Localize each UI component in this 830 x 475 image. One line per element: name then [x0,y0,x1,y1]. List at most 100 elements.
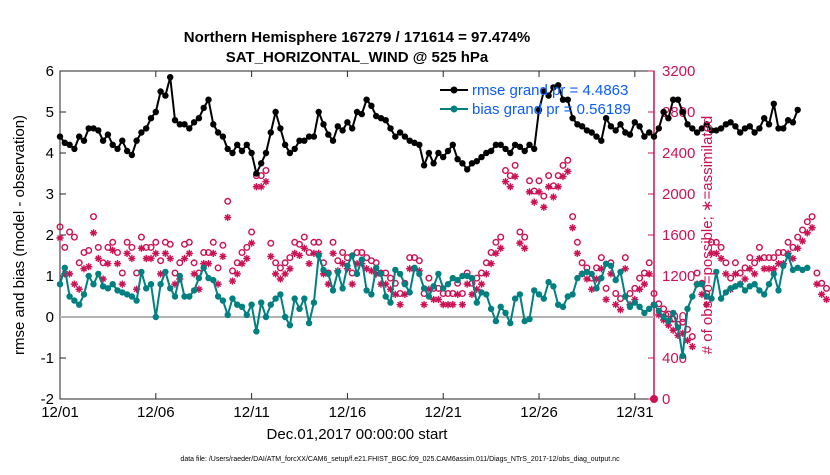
bias-point [502,309,509,317]
possible-point [688,333,696,341]
assimilated-point [774,260,783,268]
possible-point [535,177,543,185]
assimilated-point [195,285,203,293]
rmse-point [95,127,102,134]
possible-point [717,243,725,251]
possible-point [818,279,826,287]
rmse-point [128,151,136,159]
rmse-point [459,160,466,167]
possible-point [722,259,730,267]
assimilated-point [185,249,193,257]
bias-point [732,283,739,290]
rmse-point [464,166,471,173]
assimilated-point [521,244,529,252]
bias-point [416,270,423,278]
possible-point [569,213,577,221]
possible-point [425,274,433,282]
rmse-point [229,149,236,157]
rmse-point [717,125,725,132]
assimilated-point [717,254,725,263]
assimilated-point [794,244,802,252]
rmse-point [765,121,773,128]
rmse-point [382,117,389,124]
rmse-point [631,119,638,126]
bias-point [281,313,289,321]
possible-point [396,290,404,298]
rmse-point [200,104,207,112]
possible-point [712,238,720,246]
assimilated-point [731,270,740,278]
bias-point [363,287,370,294]
assimilated-point [324,280,332,288]
rmse-point [205,96,212,103]
possible-point [823,284,830,292]
rmse-point [277,125,284,132]
possible-point [779,248,787,256]
assimilated-point [444,301,452,309]
bias-point [401,281,409,288]
bias-point [425,293,433,300]
assimilated-point [109,246,117,254]
rmse-point [411,139,418,146]
rmse-point [703,121,710,128]
bias-point [741,287,749,294]
bias-point [789,266,797,274]
bias-point [214,293,222,300]
bias-point [804,264,811,271]
possible-point [636,274,644,282]
assimilated-point [238,260,246,268]
possible-point [128,243,136,251]
assimilated-point [482,270,490,278]
assimilated-point [180,254,189,263]
bias-point [727,285,734,292]
rmse-point [248,149,255,157]
bias-point [693,281,701,288]
bias-point [267,301,274,308]
rmse-point [483,149,490,157]
rmse-point [123,147,131,155]
bias-point [784,252,792,259]
rmse-point [708,127,715,134]
bias-point [181,293,188,300]
assimilated-point [588,285,596,293]
possible-point [147,243,155,251]
legend-rmse-marker [450,86,458,94]
assimilated-point [295,251,304,260]
bias-point [358,256,365,263]
rmse-point [521,147,528,155]
rmse-point [80,137,88,144]
rmse-point [478,153,485,161]
assimilated-point [61,270,69,278]
rmse-point [344,119,351,126]
possible-point [506,172,514,180]
rmse-point [109,141,116,148]
assimilated-point [267,252,275,261]
bias-point [655,307,662,315]
rmse-point [588,129,595,136]
bias-point [670,309,677,317]
bias-point [646,305,653,312]
bias-point [258,299,265,306]
rmse-point [732,123,739,130]
possible-point [329,238,337,246]
rmse-point [612,127,619,134]
bias-point [703,293,710,300]
possible-point [171,269,179,277]
rmse-point [440,153,447,161]
assimilated-point [530,198,538,206]
possible-point [784,238,792,246]
bias-point [368,291,375,298]
assimilated-point [171,280,179,288]
assimilated-point [257,183,265,191]
rmse-point [66,141,73,148]
possible-point [602,284,610,292]
bias-point [224,311,231,319]
y-tick-label-right: 2400 [662,145,695,162]
bias-point [478,289,485,296]
rmse-point [167,74,174,81]
possible-point [315,238,323,246]
assimilated-point [137,244,146,252]
rmse-point [756,125,763,132]
bias-point [593,285,600,292]
rmse-point [794,106,801,114]
